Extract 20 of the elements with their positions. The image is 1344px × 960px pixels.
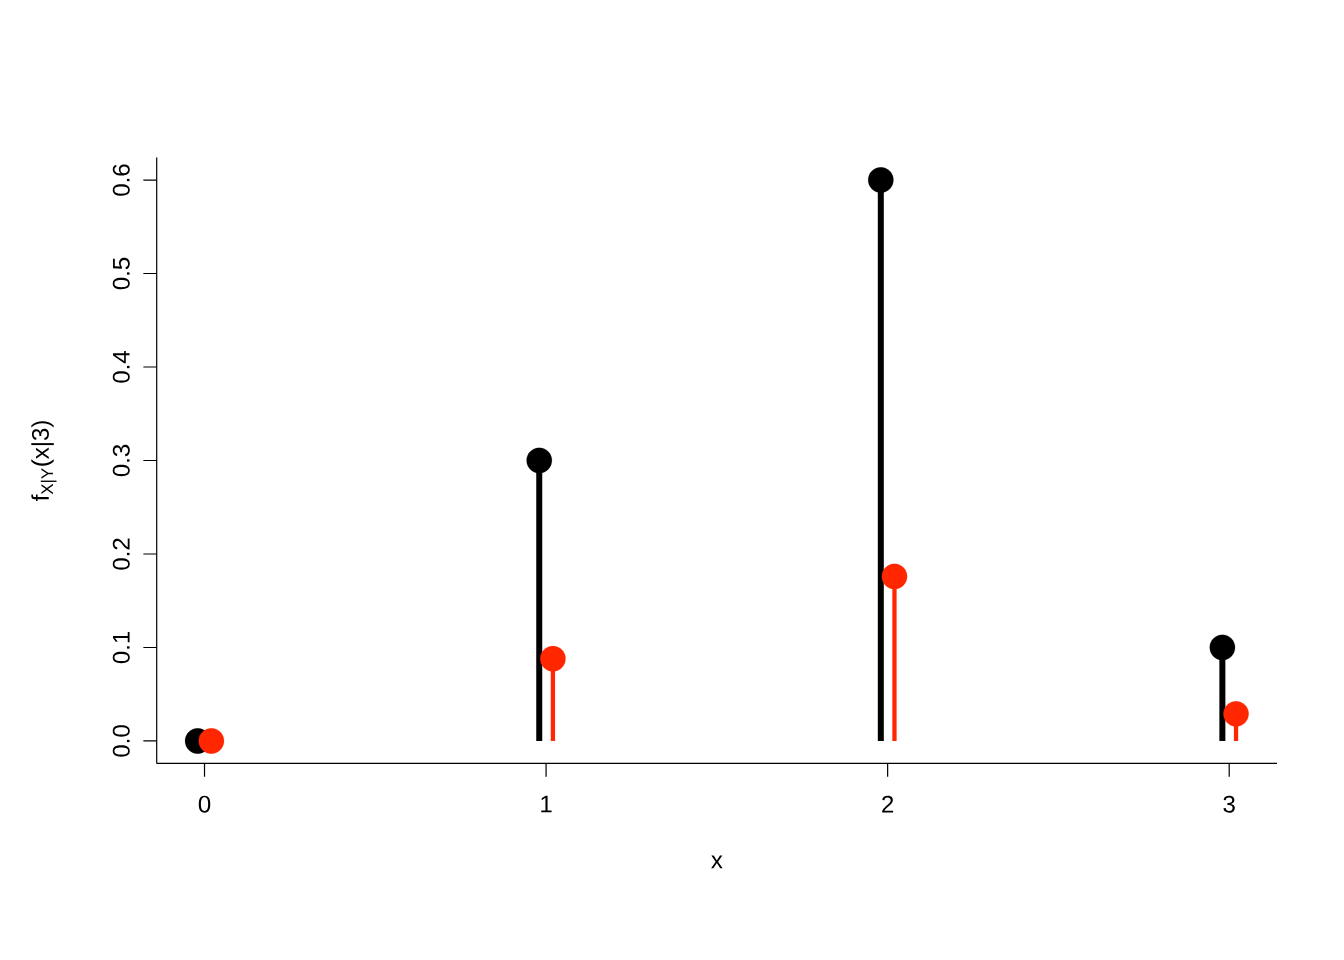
x-axis-title: x [711, 855, 723, 869]
y-tick-label: 0.2 [112, 538, 130, 570]
x-tick-label: 3 [1223, 795, 1235, 813]
y-tick-label: 0.3 [112, 444, 130, 477]
point [1223, 701, 1249, 727]
point [540, 645, 566, 672]
y-axis-title: f$_{X|Y}$(x|3) [31, 421, 57, 501]
x-tick-label: 2 [882, 795, 894, 813]
x-tick-label: 1 [541, 795, 552, 813]
y-tick-label: 0.5 [112, 257, 130, 290]
point [868, 167, 894, 193]
y-tick-label: 0.1 [112, 631, 130, 664]
y-tick-label: 0.0 [112, 725, 130, 757]
point [881, 563, 908, 590]
point [198, 728, 225, 754]
y-tick-label: 0.6 [112, 164, 130, 196]
y-tick-label: 0.4 [112, 351, 130, 383]
point [526, 447, 552, 474]
point [1209, 634, 1236, 661]
x-tick-label: 0 [198, 795, 211, 813]
